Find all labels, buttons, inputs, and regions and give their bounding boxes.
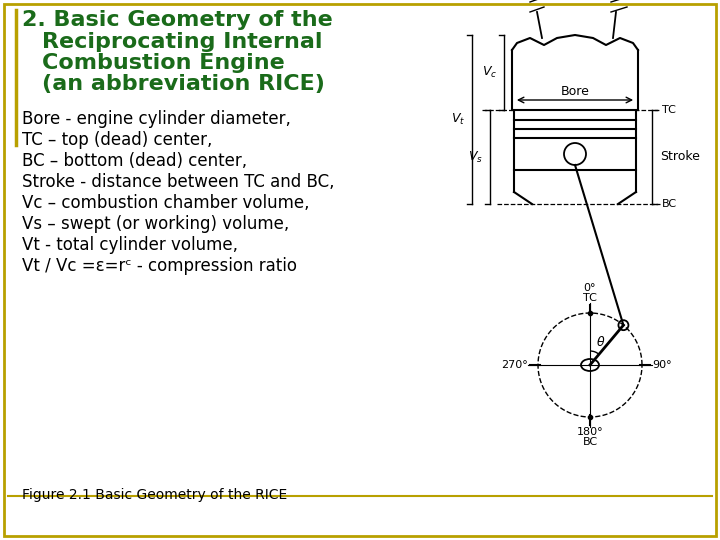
Text: 0°: 0° (584, 283, 596, 293)
Text: $V_s$: $V_s$ (468, 150, 483, 165)
Text: BC: BC (662, 199, 677, 209)
Text: Reciprocating Internal: Reciprocating Internal (42, 32, 323, 52)
Bar (514, 110, 636, 170)
Text: Figure 2.1 Basic Geometry of the RICE: Figure 2.1 Basic Geometry of the RICE (22, 488, 287, 502)
Text: Vt / Vc =ε=rᶜ - compression ratio: Vt / Vc =ε=rᶜ - compression ratio (22, 257, 297, 275)
Text: Bore: Bore (561, 85, 590, 98)
Text: Vt - total cylinder volume,: Vt - total cylinder volume, (22, 236, 238, 254)
Text: Combustion Engine: Combustion Engine (42, 53, 284, 73)
Text: TC: TC (662, 105, 676, 115)
Text: BC: BC (582, 437, 598, 447)
Text: 90°: 90° (652, 360, 672, 370)
Text: $V_c$: $V_c$ (482, 65, 497, 80)
Text: 2. Basic Geometry of the: 2. Basic Geometry of the (22, 10, 333, 30)
Text: BC – bottom (dead) center,: BC – bottom (dead) center, (22, 152, 247, 170)
Text: (an abbreviation RICE): (an abbreviation RICE) (42, 74, 325, 94)
Text: $\theta$: $\theta$ (596, 335, 606, 349)
Text: Vc – combustion chamber volume,: Vc – combustion chamber volume, (22, 194, 310, 212)
Text: $V_t$: $V_t$ (451, 112, 465, 127)
Text: TC: TC (583, 293, 597, 303)
Text: 180°: 180° (577, 427, 603, 437)
Text: Vs – swept (or working) volume,: Vs – swept (or working) volume, (22, 215, 289, 233)
Text: TC – top (dead) center,: TC – top (dead) center, (22, 131, 212, 149)
Text: Stroke: Stroke (660, 151, 700, 164)
Text: Stroke - distance between TC and BC,: Stroke - distance between TC and BC, (22, 173, 335, 191)
Text: Bore - engine cylinder diameter,: Bore - engine cylinder diameter, (22, 110, 291, 128)
Text: 270°: 270° (501, 360, 528, 370)
